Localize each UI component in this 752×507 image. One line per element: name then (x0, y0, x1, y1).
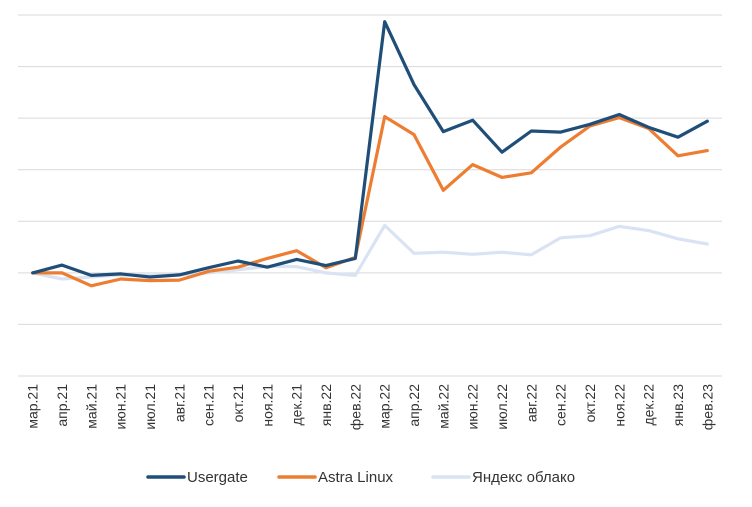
x-tick-label: май.22 (435, 384, 451, 429)
x-tick-label: июл.22 (494, 384, 510, 430)
x-tick-label: окт.22 (582, 384, 598, 423)
x-tick-label: сен.22 (553, 384, 569, 426)
x-tick-label: мар.22 (377, 384, 393, 429)
x-tick-label: сен.21 (201, 384, 217, 426)
x-tick-label: дек.21 (289, 384, 305, 426)
legend-label: Usergate (187, 469, 248, 486)
x-tick-label: июн.21 (113, 384, 129, 430)
x-tick-label: июл.21 (142, 384, 158, 430)
legend: Usergate Astra Linux Яндекс облако (146, 469, 575, 486)
x-tick-label: мар.21 (25, 384, 41, 429)
legend-label: Astra Linux (318, 469, 394, 486)
x-tick-label: май.21 (83, 384, 99, 429)
x-axis-tick-labels: мар.21 апр.21 май.21 июн.21 июл.21 авг.21 сен.… (25, 384, 716, 430)
x-tick-label: окт.21 (230, 384, 246, 423)
x-tick-label: апр.21 (54, 384, 70, 427)
x-tick-label: авг.22 (523, 384, 539, 422)
x-tick-label: авг.21 (171, 384, 187, 422)
series-line-astra-linux (31, 114, 709, 288)
x-tick-label: фев.22 (347, 384, 363, 430)
x-tick-label: янв.22 (318, 384, 334, 426)
x-tick-label: янв.23 (670, 384, 686, 426)
legend-label: Яндекс облако (472, 469, 575, 486)
x-tick-label: дек.22 (641, 384, 657, 426)
x-tick-label: ноя.21 (259, 384, 275, 427)
x-tick-label: июн.22 (465, 384, 481, 430)
x-tick-label: ноя.22 (611, 384, 627, 427)
x-tick-label: фев.23 (699, 384, 715, 430)
series-line-яндекс-облако (31, 223, 709, 281)
gridlines (18, 14, 722, 377)
series-lines (31, 20, 709, 288)
x-tick-label: апр.22 (406, 384, 422, 427)
series-line-usergate (31, 20, 709, 279)
